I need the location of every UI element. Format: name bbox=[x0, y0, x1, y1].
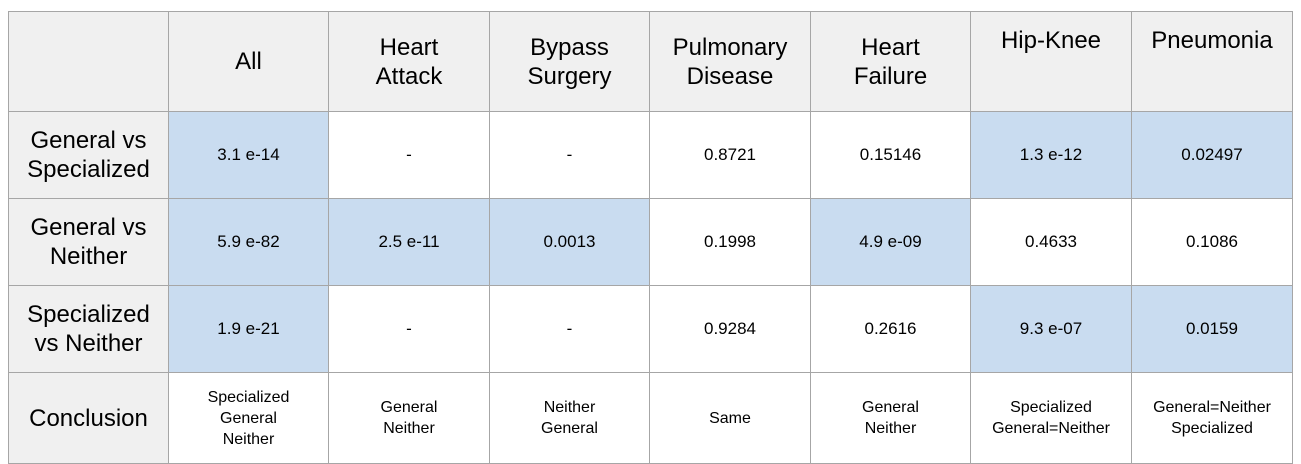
col-header-heart-failure: Heart Failure bbox=[810, 11, 971, 112]
conclusion-cell: General=Neither Specialized bbox=[1131, 372, 1293, 464]
conclusion-cell: Specialized General=Neither bbox=[970, 372, 1132, 464]
results-table-container: All Heart Attack Bypass Surgery Pulmonar… bbox=[8, 11, 1293, 464]
value-cell: 0.02497 bbox=[1131, 111, 1293, 199]
conclusion-cell: Specialized General Neither bbox=[168, 372, 329, 464]
conclusion-cell: Neither General bbox=[489, 372, 650, 464]
value-cell: 0.4633 bbox=[970, 198, 1132, 286]
value-cell: - bbox=[328, 285, 490, 373]
conclusion-cell: General Neither bbox=[810, 372, 971, 464]
col-header-pneumonia: Pneumonia bbox=[1131, 11, 1293, 112]
value-cell: 9.3 e-07 bbox=[970, 285, 1132, 373]
corner-cell bbox=[8, 11, 169, 112]
value-cell: 0.9284 bbox=[649, 285, 811, 373]
value-cell: 0.0013 bbox=[489, 198, 650, 286]
table-row: Specialized vs Neither 1.9 e-21 - - 0.92… bbox=[8, 285, 1293, 373]
row-label-general-vs-neither: General vs Neither bbox=[8, 198, 169, 286]
value-cell: 2.5 e-11 bbox=[328, 198, 490, 286]
table-row: General vs Neither 5.9 e-82 2.5 e-11 0.0… bbox=[8, 198, 1293, 286]
col-header-all: All bbox=[168, 11, 329, 112]
value-cell: 1.9 e-21 bbox=[168, 285, 329, 373]
col-header-bypass-surgery: Bypass Surgery bbox=[489, 11, 650, 112]
col-header-hip-knee: Hip-Knee bbox=[970, 11, 1132, 112]
row-label-specialized-vs-neither: Specialized vs Neither bbox=[8, 285, 169, 373]
value-cell: 4.9 e-09 bbox=[810, 198, 971, 286]
conclusion-cell: Same bbox=[649, 372, 811, 464]
conclusion-row: Conclusion Specialized General Neither G… bbox=[8, 372, 1293, 464]
p-value-table: All Heart Attack Bypass Surgery Pulmonar… bbox=[8, 11, 1293, 464]
value-cell: 3.1 e-14 bbox=[168, 111, 329, 199]
value-cell: 0.1998 bbox=[649, 198, 811, 286]
value-cell: 5.9 e-82 bbox=[168, 198, 329, 286]
row-label-conclusion: Conclusion bbox=[8, 372, 169, 464]
value-cell: - bbox=[489, 111, 650, 199]
value-cell: 0.1086 bbox=[1131, 198, 1293, 286]
value-cell: 0.2616 bbox=[810, 285, 971, 373]
value-cell: 0.0159 bbox=[1131, 285, 1293, 373]
conclusion-cell: General Neither bbox=[328, 372, 490, 464]
col-header-heart-attack: Heart Attack bbox=[328, 11, 490, 112]
value-cell: - bbox=[489, 285, 650, 373]
value-cell: 0.8721 bbox=[649, 111, 811, 199]
row-label-general-vs-specialized: General vs Specialized bbox=[8, 111, 169, 199]
header-row: All Heart Attack Bypass Surgery Pulmonar… bbox=[8, 11, 1293, 112]
value-cell: - bbox=[328, 111, 490, 199]
col-header-pulmonary-disease: Pulmonary Disease bbox=[649, 11, 811, 112]
value-cell: 0.15146 bbox=[810, 111, 971, 199]
value-cell: 1.3 e-12 bbox=[970, 111, 1132, 199]
table-row: General vs Specialized 3.1 e-14 - - 0.87… bbox=[8, 111, 1293, 199]
